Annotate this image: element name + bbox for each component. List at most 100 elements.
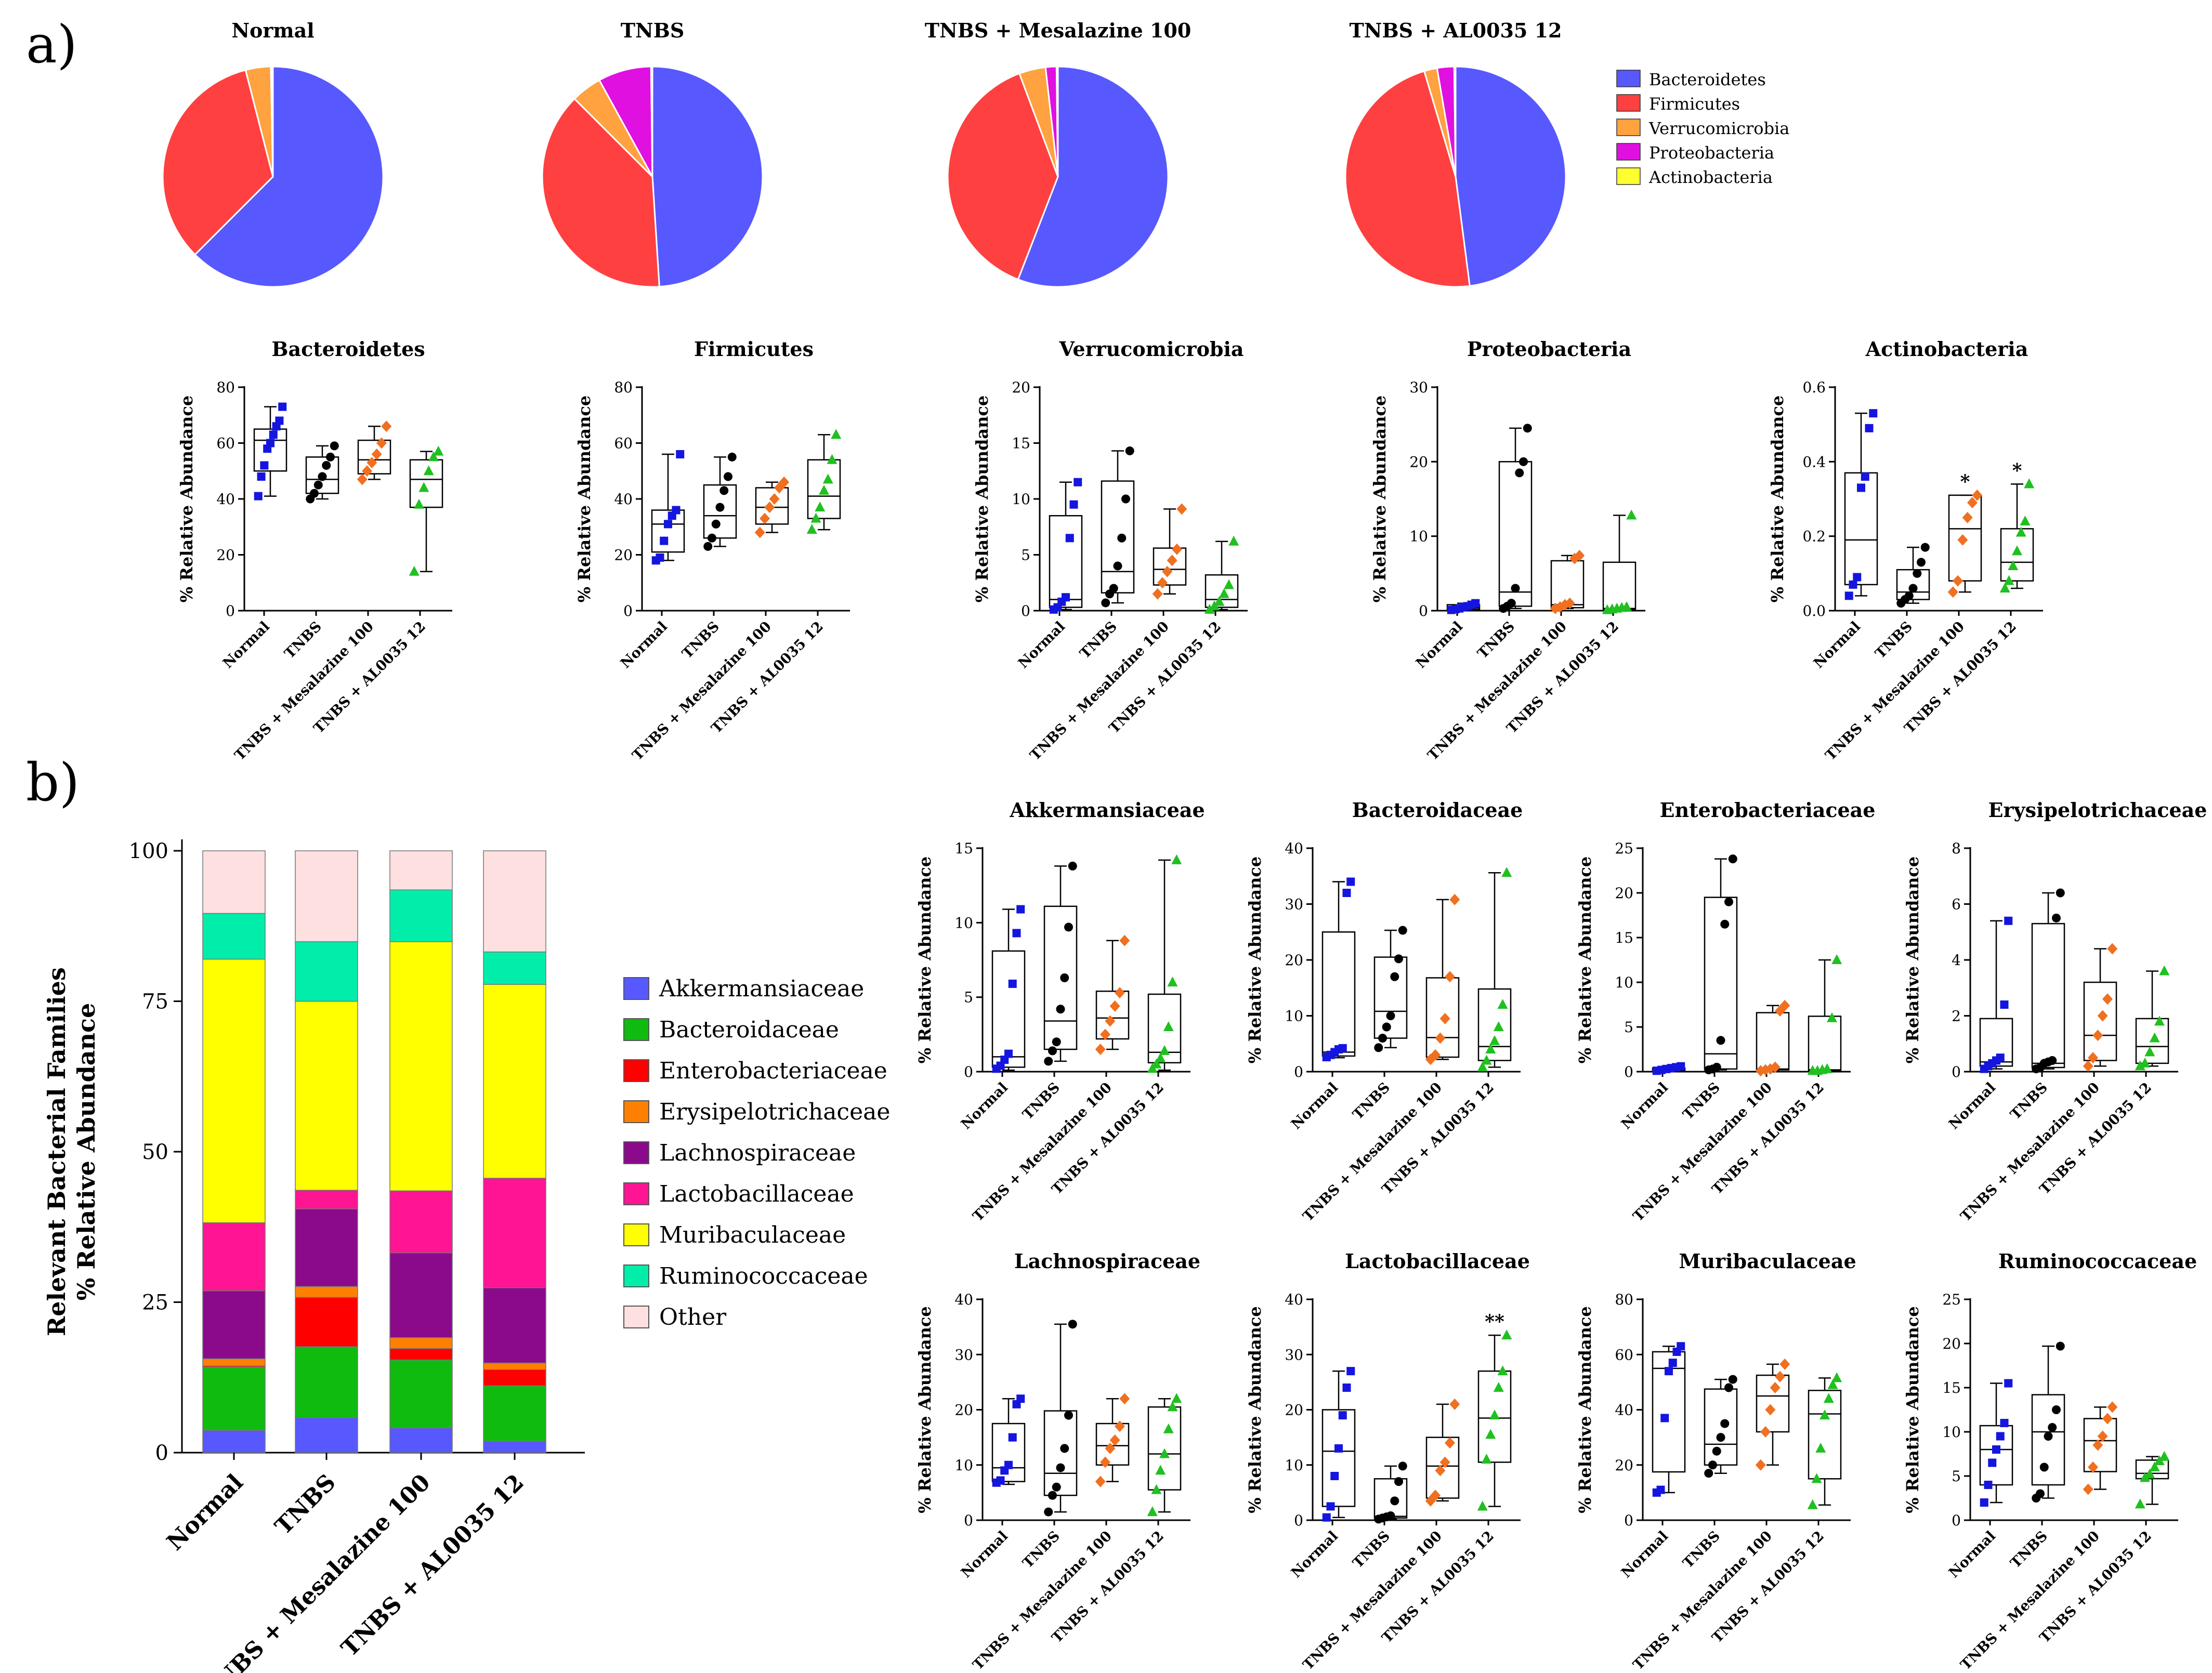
- point-lachnospiraceae-tnbs: [1060, 1444, 1069, 1453]
- pie-slice-normal-firmicutes: [162, 69, 274, 256]
- point-verrucomicrobia-tnbs: [1113, 561, 1122, 571]
- point-actinobacteria-tnbs-mesalazine-100: [1962, 511, 1973, 523]
- point-muribaculaceae-normal: [1677, 1342, 1685, 1351]
- point-akkermansiaceae-tnbs-mesalazine-100: [1095, 1044, 1106, 1055]
- y-tick-label-muribaculaceae: 40: [1615, 1402, 1633, 1419]
- point-akkermansiaceae-normal: [1004, 1049, 1013, 1058]
- point-bacteroidetes-tnbs-mesalazine-100: [381, 420, 392, 432]
- y-tick-label-erysipelotrichaceae: 0: [1952, 1063, 1961, 1081]
- x-tick-label-bacteroidetes: Normal: [220, 618, 273, 671]
- box-bacteroidaceae-tnbs-mesalazine-100: [1425, 977, 1460, 1058]
- box-plot-proteobacteria: Proteobacteria 0 10 20 30 % Relative Abundanc…: [1370, 337, 1645, 763]
- point-lactobacillaceae-tnbs: [1394, 1477, 1403, 1486]
- point-actinobacteria-tnbs-mesalazine-100: [1967, 497, 1978, 509]
- point-enterobacteriaceae-tnbs: [1716, 1036, 1725, 1045]
- point-akkermansiaceae-tnbs-al0035-12: [1163, 1021, 1174, 1031]
- point-actinobacteria-normal: [1861, 472, 1869, 481]
- y-axis-label-firmicutes: % Relative Abundance: [574, 396, 594, 602]
- point-bacteroidaceae-tnbs-mesalazine-100: [1435, 1032, 1446, 1044]
- box-plot-akkermansiaceae: Akkermansiaceae 0 5 10 15 % Relative Abundanc…: [915, 798, 1205, 1224]
- legend-label-bacteroidetes: Bacteroidetes: [1649, 70, 1766, 89]
- bar-segment-normal-muribaculaceae: [202, 958, 266, 1223]
- point-muribaculaceae-tnbs: [1716, 1433, 1725, 1442]
- point-verrucomicrobia-tnbs-al0035-12: [1214, 596, 1225, 606]
- bar-segment-tnbs-al0035-12-ruminococcaceae: [483, 951, 546, 985]
- y-tick-label-firmicutes: 20: [614, 547, 633, 564]
- bar-segment-tnbs-enterobacteriaceae: [295, 1297, 358, 1347]
- legend-swatch-other: [623, 1306, 649, 1328]
- point-bacteroidetes-tnbs-mesalazine-100: [371, 449, 382, 460]
- point-akkermansiaceae-tnbs: [1056, 1005, 1065, 1014]
- plot-title-enterobacteriaceae: Enterobacteriaceae: [1660, 798, 1876, 822]
- point-proteobacteria-normal: [1471, 599, 1480, 608]
- plot-title-lachnospiraceae: Lachnospiraceae: [1014, 1249, 1200, 1273]
- legend-swatch-enterobacteriaceae: [623, 1059, 649, 1082]
- plot-title-proteobacteria: Proteobacteria: [1467, 337, 1631, 361]
- point-actinobacteria-tnbs-al0035-12: [2004, 575, 2014, 585]
- y-tick-label-stacked: 75: [142, 990, 168, 1014]
- point-bacteroidaceae-tnbs-mesalazine-100: [1444, 971, 1455, 983]
- bar-segment-tnbs-al0035-12-bacteroidaceae: [483, 1385, 546, 1442]
- point-akkermansiaceae-normal: [1016, 905, 1025, 914]
- point-verrucomicrobia-tnbs-al0035-12: [1219, 588, 1229, 598]
- y-tick-label-ruminococcaceae: 5: [1952, 1468, 1961, 1485]
- point-lachnospiraceae-tnbs-al0035-12: [1163, 1423, 1174, 1433]
- x-tick-label-proteobacteria: TNBS: [1474, 618, 1518, 662]
- point-muribaculaceae-tnbs: [1708, 1460, 1717, 1470]
- box-akkermansiaceae-normal: [991, 950, 1026, 1068]
- box-ruminococcaceae-normal: [1979, 1425, 2013, 1486]
- pie-slice-tnbs-mesalazine-100-firmicutes: [947, 72, 1059, 281]
- point-erysipelotrichaceae-tnbs-al0035-12: [2149, 1032, 2160, 1043]
- point-proteobacteria-tnbs: [1523, 424, 1532, 433]
- point-actinobacteria-normal: [1865, 424, 1874, 432]
- point-verrucomicrobia-tnbs-mesalazine-100: [1157, 577, 1168, 589]
- point-firmicutes-tnbs-al0035-12: [831, 429, 842, 439]
- point-akkermansiaceae-tnbs: [1064, 923, 1073, 932]
- y-tick-label-stacked: 50: [142, 1140, 168, 1164]
- y-tick-label-bacteroidetes: 80: [216, 379, 235, 396]
- box-verrucomicrobia-tnbs-mesalazine-100: [1153, 547, 1187, 586]
- bar-segment-tnbs-erysipelotrichaceae: [295, 1286, 358, 1298]
- y-tick-label-bacteroidaceae: 40: [1285, 840, 1303, 857]
- point-ruminococcaceae-tnbs-mesalazine-100: [2083, 1483, 2093, 1495]
- pie-slice-tnbs-mesalazine-100-actinobacteria: [1055, 65, 1059, 177]
- point-ruminococcaceae-tnbs: [2039, 1463, 2049, 1472]
- point-muribaculaceae-tnbs-al0035-12: [1823, 1393, 1834, 1403]
- point-lactobacillaceae-tnbs-al0035-12: [1501, 1329, 1512, 1340]
- box-lachnospiraceae-normal: [991, 1422, 1026, 1482]
- box-firmicutes-tnbs-mesalazine-100: [755, 487, 789, 525]
- point-lachnospiraceae-normal: [1008, 1433, 1017, 1442]
- point-proteobacteria-tnbs-mesalazine-100: [1564, 597, 1575, 609]
- bar-segment-tnbs-mesalazine-100-ruminococcaceae: [389, 889, 453, 942]
- point-firmicutes-tnbs-mesalazine-100: [779, 476, 790, 488]
- box-plot-ruminococcaceae: Ruminococcaceae 0 5 10 15 20 25 % Relative Abun…: [1903, 1249, 2197, 1673]
- point-muribaculaceae-tnbs-al0035-12: [1820, 1409, 1830, 1420]
- point-enterobacteriaceae-normal: [1677, 1062, 1685, 1071]
- legend-label-erysipelotrichaceae: Erysipelotrichaceae: [659, 1099, 890, 1125]
- x-tick-label-bacteroidaceae: TNBS: [1350, 1079, 1393, 1123]
- point-lachnospiraceae-tnbs-al0035-12: [1159, 1448, 1170, 1458]
- point-bacteroidaceae-normal: [1338, 1044, 1347, 1052]
- point-erysipelotrichaceae-tnbs-mesalazine-100: [2083, 1060, 2093, 1072]
- legend-label-other: Other: [659, 1304, 727, 1331]
- y-tick-label-firmicutes: 0: [623, 602, 633, 620]
- y-tick-label-bacteroidetes: 40: [216, 491, 235, 508]
- legend-swatch-akkermansiaceae: [623, 977, 649, 1000]
- point-erysipelotrichaceae-tnbs-al0035-12: [2135, 1060, 2145, 1071]
- point-akkermansiaceae-tnbs: [1044, 1057, 1053, 1066]
- y-tick-label-bacteroidetes: 0: [226, 602, 235, 620]
- x-tick-label-firmicutes: TNBS: [679, 618, 723, 662]
- legend-label-lachnospiraceae: Lachnospiraceae: [659, 1140, 856, 1166]
- point-lachnospiraceae-normal: [1004, 1460, 1013, 1469]
- box-plot-verrucomicrobia: Verrucomicrobia 0 5 10 15 20 % Relative Abunda…: [972, 337, 1248, 763]
- legend-swatch-erysipelotrichaceae: [623, 1100, 649, 1123]
- bar-segment-tnbs-mesalazine-100-lachnospiraceae: [389, 1252, 453, 1338]
- box-firmicutes-tnbs: [703, 484, 737, 539]
- point-verrucomicrobia-normal: [1062, 593, 1070, 602]
- point-ruminococcaceae-tnbs: [2052, 1405, 2061, 1414]
- bar-segment-tnbs-lactobacillaceae: [295, 1190, 358, 1209]
- point-lachnospiraceae-normal: [1016, 1394, 1025, 1403]
- point-lactobacillaceae-tnbs-al0035-12: [1497, 1365, 1508, 1376]
- plot-title-lactobacillaceae: Lactobacillaceae: [1345, 1249, 1530, 1273]
- box-enterobacteriaceae-tnbs-mesalazine-100: [1756, 1012, 1790, 1071]
